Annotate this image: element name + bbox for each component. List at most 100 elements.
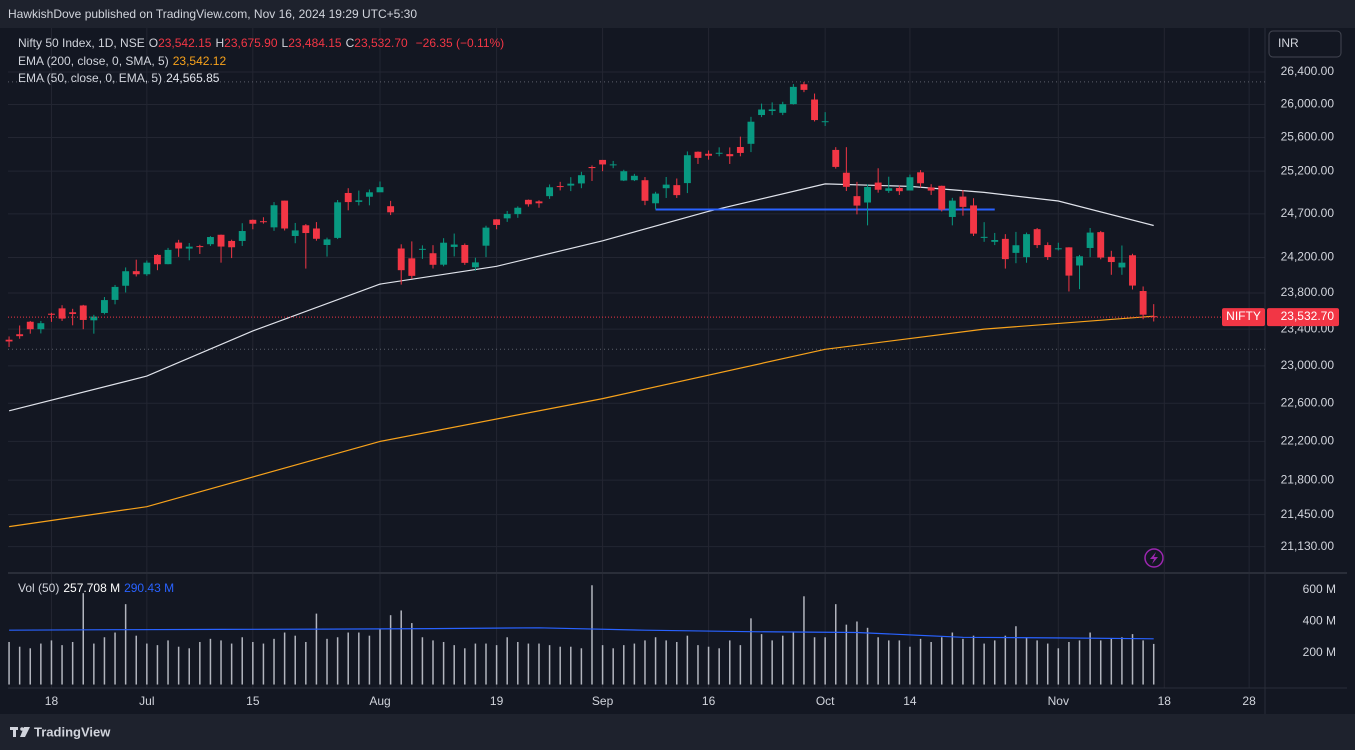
volume-bar <box>273 638 275 685</box>
candle-body <box>408 258 416 276</box>
candle-body <box>259 221 267 223</box>
volume-bar <box>199 641 201 685</box>
candle-body <box>1023 234 1030 258</box>
indicator-row: EMA (200, close, 0, SMA, 5) 23,542.12 <box>18 53 230 70</box>
candle-body <box>461 244 469 263</box>
y-tick-label: 25,600.00 <box>1281 130 1335 144</box>
volume-ma-line <box>9 627 1154 640</box>
volume-bar <box>983 643 985 685</box>
candle-body <box>1097 232 1105 258</box>
volume-bar <box>919 638 922 685</box>
candle-body <box>101 300 108 313</box>
volume-bar <box>718 648 720 685</box>
indicator-value: 24,565.85 <box>166 71 220 85</box>
volume-bar <box>146 643 148 685</box>
volume-bar <box>442 641 445 685</box>
candle-body <box>1076 256 1083 266</box>
candle-body <box>747 121 755 144</box>
volume-bar <box>845 624 848 685</box>
volume-bar <box>962 638 964 685</box>
tv-logo <box>10 727 30 737</box>
volume-bar <box>506 637 508 685</box>
volume-bar <box>877 637 879 685</box>
ohlc-key: C <box>345 36 355 50</box>
alert-icon[interactable] <box>1144 548 1164 568</box>
candle-body <box>821 121 829 123</box>
volume-bar <box>1131 634 1134 685</box>
volume-ma: 290.43 M <box>124 581 175 595</box>
volume-bar <box>400 610 402 685</box>
y-tick-label: 22,600.00 <box>1281 395 1335 409</box>
y-tick-label: 23,800.00 <box>1281 285 1335 299</box>
candle-body <box>90 316 98 321</box>
candle-body <box>959 196 967 207</box>
volume-bar <box>326 638 328 685</box>
volume-bar <box>1068 641 1070 685</box>
volume-bar <box>1142 640 1144 685</box>
ema-line <box>9 315 1154 528</box>
volume-bar <box>188 648 190 685</box>
candle-body <box>387 206 395 213</box>
volume-bar <box>40 643 42 685</box>
candle-body <box>662 184 670 189</box>
volume-bar <box>1015 626 1017 685</box>
candle-body <box>948 200 956 217</box>
volume-bar <box>750 618 752 685</box>
symbol-tag-label: NIFTY <box>1226 309 1261 323</box>
candle-body <box>376 187 384 193</box>
y-tick-label: 26,400.00 <box>1281 64 1335 78</box>
volume-bar <box>548 645 551 685</box>
indicator-name: EMA (50, close, 0, EMA, 5) <box>18 71 163 85</box>
y-tick-label: 26,000.00 <box>1281 97 1335 111</box>
candle-body <box>302 225 310 234</box>
volume-bar <box>432 640 434 685</box>
volume-bar <box>644 640 646 685</box>
volume-bar <box>230 643 233 685</box>
candle-body <box>365 192 373 197</box>
candle-body <box>270 205 278 228</box>
volume-bar <box>379 629 381 685</box>
volume-legend: Vol (50) 257.708 M 290.43 M <box>18 581 178 595</box>
candle-body <box>514 207 522 215</box>
candle-body <box>482 227 490 246</box>
x-tick-label: 14 <box>903 694 917 708</box>
candle-body <box>281 200 289 229</box>
volume-bar <box>50 640 53 685</box>
ohlc-value: 23,675.90 <box>224 36 278 50</box>
volume-bar <box>697 645 699 685</box>
indicator-name: EMA (200, close, 0, SMA, 5) <box>18 54 169 68</box>
volume-bar <box>612 648 614 685</box>
volume-bar <box>654 637 657 685</box>
volume-bar <box>739 645 742 685</box>
candle-body <box>1118 262 1126 268</box>
volume-tick-label: 600 M <box>1303 582 1336 596</box>
volume-bar <box>570 646 572 685</box>
volume-bar <box>71 641 74 685</box>
candle-body <box>1054 248 1062 250</box>
volume-bar <box>909 646 911 685</box>
volume-bar <box>856 621 858 685</box>
volume-bar <box>686 635 689 685</box>
logo-part <box>13 727 16 737</box>
y-tick-label: 21,800.00 <box>1281 472 1335 486</box>
currency-box[interactable] <box>1268 30 1342 58</box>
volume-bar <box>156 645 159 685</box>
volume-bar <box>591 585 593 685</box>
candle-body <box>1086 232 1094 248</box>
x-tick-label: 19 <box>490 694 504 708</box>
candle-body <box>800 84 808 90</box>
candle-body <box>450 244 458 247</box>
volume-bar <box>803 596 805 685</box>
candle-body <box>970 205 977 234</box>
volume-bar <box>336 637 339 685</box>
ohlc: O23,542.15 H23,675.90 L23,484.15 C23,532.70 <box>149 36 412 50</box>
volume-bar <box>1046 643 1049 685</box>
candle-body <box>175 242 183 249</box>
volume-bar <box>665 640 667 685</box>
candle-body <box>917 172 924 184</box>
candle-body <box>991 239 999 242</box>
candle-body <box>726 154 734 157</box>
candle-body <box>694 151 702 158</box>
volume-bar <box>866 627 869 685</box>
